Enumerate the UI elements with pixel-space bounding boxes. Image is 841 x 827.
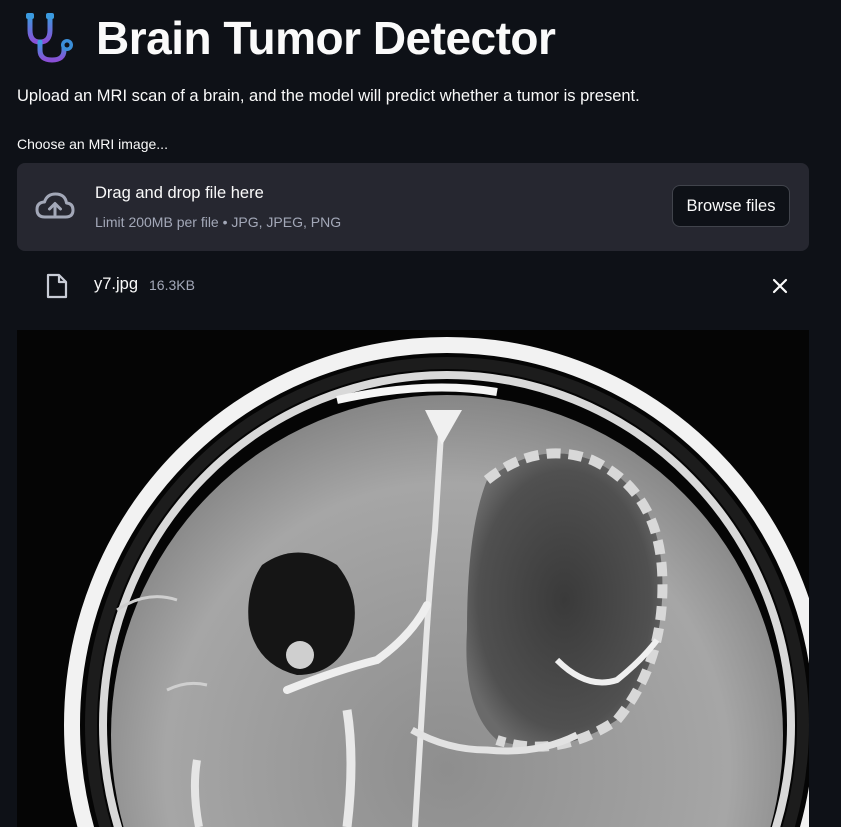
cloud-upload-icon bbox=[35, 192, 75, 219]
uploaded-file-name: y7.jpg bbox=[94, 275, 139, 293]
app-description: Upload an MRI scan of a brain, and the m… bbox=[17, 87, 640, 105]
uploaded-file-row: y7.jpg 16.3KB bbox=[17, 268, 809, 304]
uploaded-file-size: 16.3KB bbox=[149, 277, 195, 293]
page-title: Brain Tumor Detector bbox=[96, 12, 556, 64]
dropzone-limit-text: Limit 200MB per file • JPG, JPEG, PNG bbox=[95, 214, 342, 230]
close-icon[interactable] bbox=[768, 274, 792, 298]
mri-image-preview bbox=[17, 330, 809, 827]
file-dropzone[interactable]: Drag and drop file here Limit 200MB per … bbox=[17, 163, 809, 251]
header: Brain Tumor Detector bbox=[22, 10, 556, 66]
stethoscope-icon bbox=[26, 13, 73, 63]
browse-files-button[interactable]: Browse files bbox=[672, 185, 790, 227]
uploader-label: Choose an MRI image... bbox=[17, 136, 168, 152]
mri-scan-image bbox=[17, 330, 809, 827]
dropzone-instructions: Drag and drop file here bbox=[95, 184, 264, 202]
file-icon bbox=[46, 273, 68, 299]
